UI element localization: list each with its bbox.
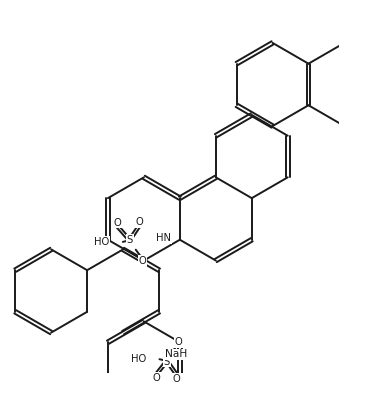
Text: O: O <box>139 256 146 266</box>
Text: HN: HN <box>156 233 171 243</box>
Text: S: S <box>127 234 133 245</box>
Text: O: O <box>114 217 122 228</box>
Text: O: O <box>135 217 143 227</box>
Text: O: O <box>153 373 161 383</box>
Text: O: O <box>172 373 180 384</box>
Text: O: O <box>174 337 182 347</box>
Text: HO: HO <box>94 237 109 247</box>
Text: NaH: NaH <box>165 350 187 359</box>
Text: S: S <box>164 356 170 367</box>
Text: HO: HO <box>131 354 146 364</box>
